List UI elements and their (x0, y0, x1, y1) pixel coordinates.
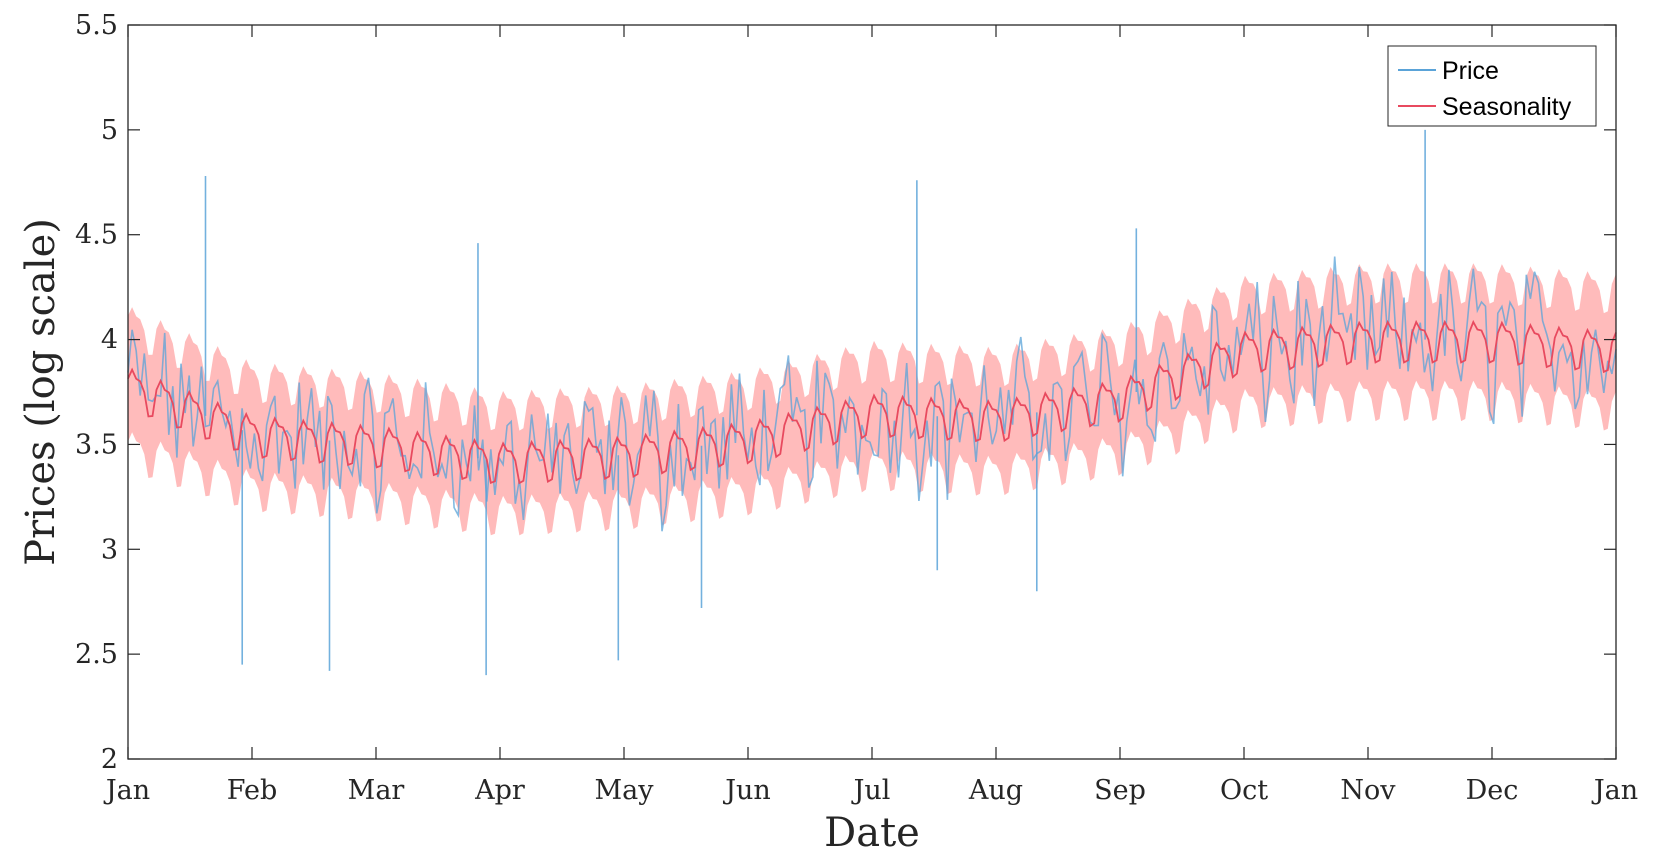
x-tick-label: Sep (1094, 775, 1146, 806)
y-axis-title: Prices (log scale) (18, 218, 64, 566)
x-tick-label: Feb (227, 775, 278, 806)
x-tick-label: Aug (968, 775, 1023, 806)
y-tick-label: 5.5 (75, 10, 118, 41)
x-tick-label: Dec (1466, 775, 1519, 806)
x-tick-label: May (595, 775, 655, 806)
y-tick-label: 4 (101, 325, 118, 356)
seasonality-layer (127, 319, 1617, 485)
price-layer (127, 129, 1617, 676)
seasonality-line (127, 319, 1617, 485)
price-line (127, 256, 1617, 532)
legend-seasonality-label: Seasonality (1442, 93, 1572, 121)
x-axis-title: Date (824, 810, 920, 856)
y-axis: 2 2.5 3 3.5 4 4.5 5 5.5 (75, 10, 1616, 775)
x-tick-label: Mar (348, 775, 405, 806)
y-tick-label: 3.5 (75, 429, 118, 460)
x-tick-label: Jul (851, 775, 891, 806)
x-tick-label: Apr (474, 775, 525, 806)
legend-box (1387, 45, 1597, 127)
x-axis: Jan Feb Mar Apr May Jun Jul Aug Sep Oct Nov Dec Jan (103, 25, 1638, 806)
legend-price-label: Price (1442, 57, 1499, 85)
x-tick-label: Jan (103, 775, 150, 806)
x-tick-label: Jan (1591, 775, 1638, 806)
x-tick-label: Jun (722, 775, 771, 806)
y-tick-label: 3 (101, 534, 118, 565)
legend: Price Seasonality (1387, 45, 1597, 127)
y-tick-label: 4.5 (75, 220, 118, 251)
y-tick-label: 2 (101, 744, 118, 775)
y-tick-label: 5 (101, 115, 118, 146)
x-tick-label: Oct (1220, 775, 1268, 806)
x-tick-label: Nov (1340, 775, 1396, 806)
y-tick-label: 2.5 (75, 639, 118, 670)
